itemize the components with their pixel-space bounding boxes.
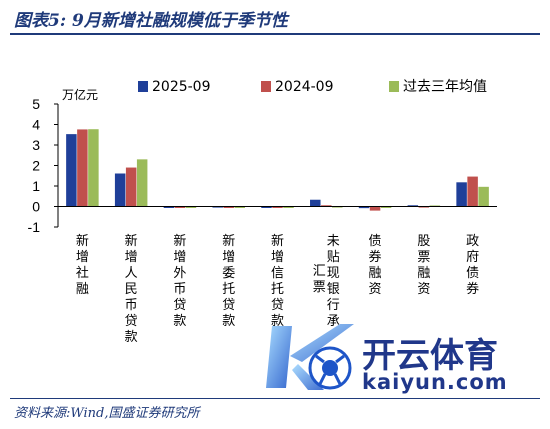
category-label-char: 人 (125, 266, 138, 281)
bar (369, 206, 381, 211)
category-label-char: 贷 (173, 298, 186, 313)
category-label-char: 增 (125, 250, 138, 265)
category-label-char: 未 (327, 234, 340, 249)
watermark: 开云体育 kaiyun.com (262, 318, 542, 396)
bar (310, 199, 321, 207)
category-label-char: 现 (327, 266, 340, 281)
category-label-char: 汇 (313, 264, 326, 279)
category-label-char: 券 (466, 281, 479, 297)
y-tick-label: 4 (32, 117, 40, 133)
category-label-char: 行 (327, 298, 340, 313)
bar (478, 186, 489, 207)
category-label-char: 府 (466, 250, 479, 265)
y-tick-label: 3 (32, 137, 40, 153)
category-label-char: 资 (417, 282, 430, 297)
category-label-char: 资 (369, 282, 382, 297)
category-label-char: 券 (369, 249, 382, 265)
y-axis-title: 万亿元 (62, 87, 98, 102)
category-label-char: 民 (125, 282, 138, 297)
legend-swatch (261, 81, 271, 92)
category-label-char: 托 (222, 282, 235, 297)
category-label-char: 币 (173, 282, 186, 297)
legend-label: 过去三年均值 (403, 79, 487, 95)
category-label-char: 款 (271, 314, 284, 329)
bar (272, 206, 283, 208)
bar (88, 129, 99, 207)
watermark-name: 开云体育 (362, 336, 498, 376)
category-label-char: 新 (173, 233, 186, 249)
category-label-char: 社 (76, 265, 89, 281)
bar (174, 206, 186, 208)
category-label-char: 融 (76, 282, 89, 297)
category-label-char: 外 (173, 266, 186, 281)
bar (358, 206, 370, 209)
category-label-char: 款 (125, 330, 138, 345)
category-label-char: 新 (271, 233, 284, 249)
figure-title: 图表5: 9月新增社融规模低于季节性 (14, 11, 288, 31)
category-label-char: 承 (327, 314, 340, 329)
category-label-char: 融 (369, 266, 382, 281)
bar (234, 206, 245, 208)
y-tick-label: 1 (32, 178, 40, 194)
y-tick-label: 2 (32, 158, 40, 174)
category-label-char: 融 (417, 266, 430, 281)
category-label-char: 贴 (327, 250, 340, 265)
category-label-char: 增 (76, 250, 89, 265)
category-label-char: 贷 (271, 298, 284, 313)
legend-label: 2025-09 (152, 79, 211, 95)
watermark-logo (266, 324, 354, 390)
category-label-char: 委 (222, 266, 235, 281)
bar (467, 176, 478, 207)
category-label-char: 票 (313, 280, 326, 295)
bar (283, 206, 294, 208)
y-tick-label: -1 (28, 219, 41, 235)
category-label-char: 新 (76, 233, 89, 249)
category-label-char: 贷 (222, 298, 235, 313)
category-label-char: 新 (125, 233, 138, 249)
category-label-char: 债 (466, 266, 479, 281)
bar (136, 159, 148, 207)
bar (66, 134, 77, 207)
category-label-char: 信 (271, 266, 284, 281)
bar (223, 206, 234, 208)
category-label-char: 票 (417, 250, 430, 265)
bar (261, 206, 272, 208)
legend-swatch (138, 81, 148, 92)
category-label-char: 增 (222, 250, 235, 265)
bar (456, 182, 467, 207)
bar (114, 173, 126, 207)
bar (163, 206, 175, 208)
title-rule (10, 33, 540, 35)
watermark-url: kaiyun.com (362, 370, 508, 394)
source-rule (10, 398, 540, 399)
bar (125, 167, 137, 207)
category-label-char: 增 (271, 250, 284, 265)
bar (77, 129, 88, 207)
legend-label: 2024-09 (275, 79, 334, 95)
category-label-char: 贷 (125, 314, 138, 329)
category-label-char: 新 (222, 233, 235, 249)
category-label-char: 款 (222, 314, 235, 329)
bar (380, 206, 392, 208)
category-label-char: 政 (466, 234, 479, 249)
legend-swatch (389, 81, 399, 92)
category-label-char: 款 (173, 314, 186, 329)
category-label-char: 股 (417, 234, 430, 249)
figure-source: 资料来源:Wind,国盛证券研究所 (14, 406, 200, 421)
category-label-char: 银 (327, 282, 340, 297)
y-tick-label: 0 (32, 199, 40, 215)
category-label-char: 债 (369, 234, 382, 249)
bar (185, 206, 197, 208)
category-label-char: 币 (125, 298, 138, 313)
category-label-char: 托 (271, 282, 284, 297)
y-tick-label: 5 (32, 96, 40, 112)
category-label-char: 增 (173, 250, 186, 265)
